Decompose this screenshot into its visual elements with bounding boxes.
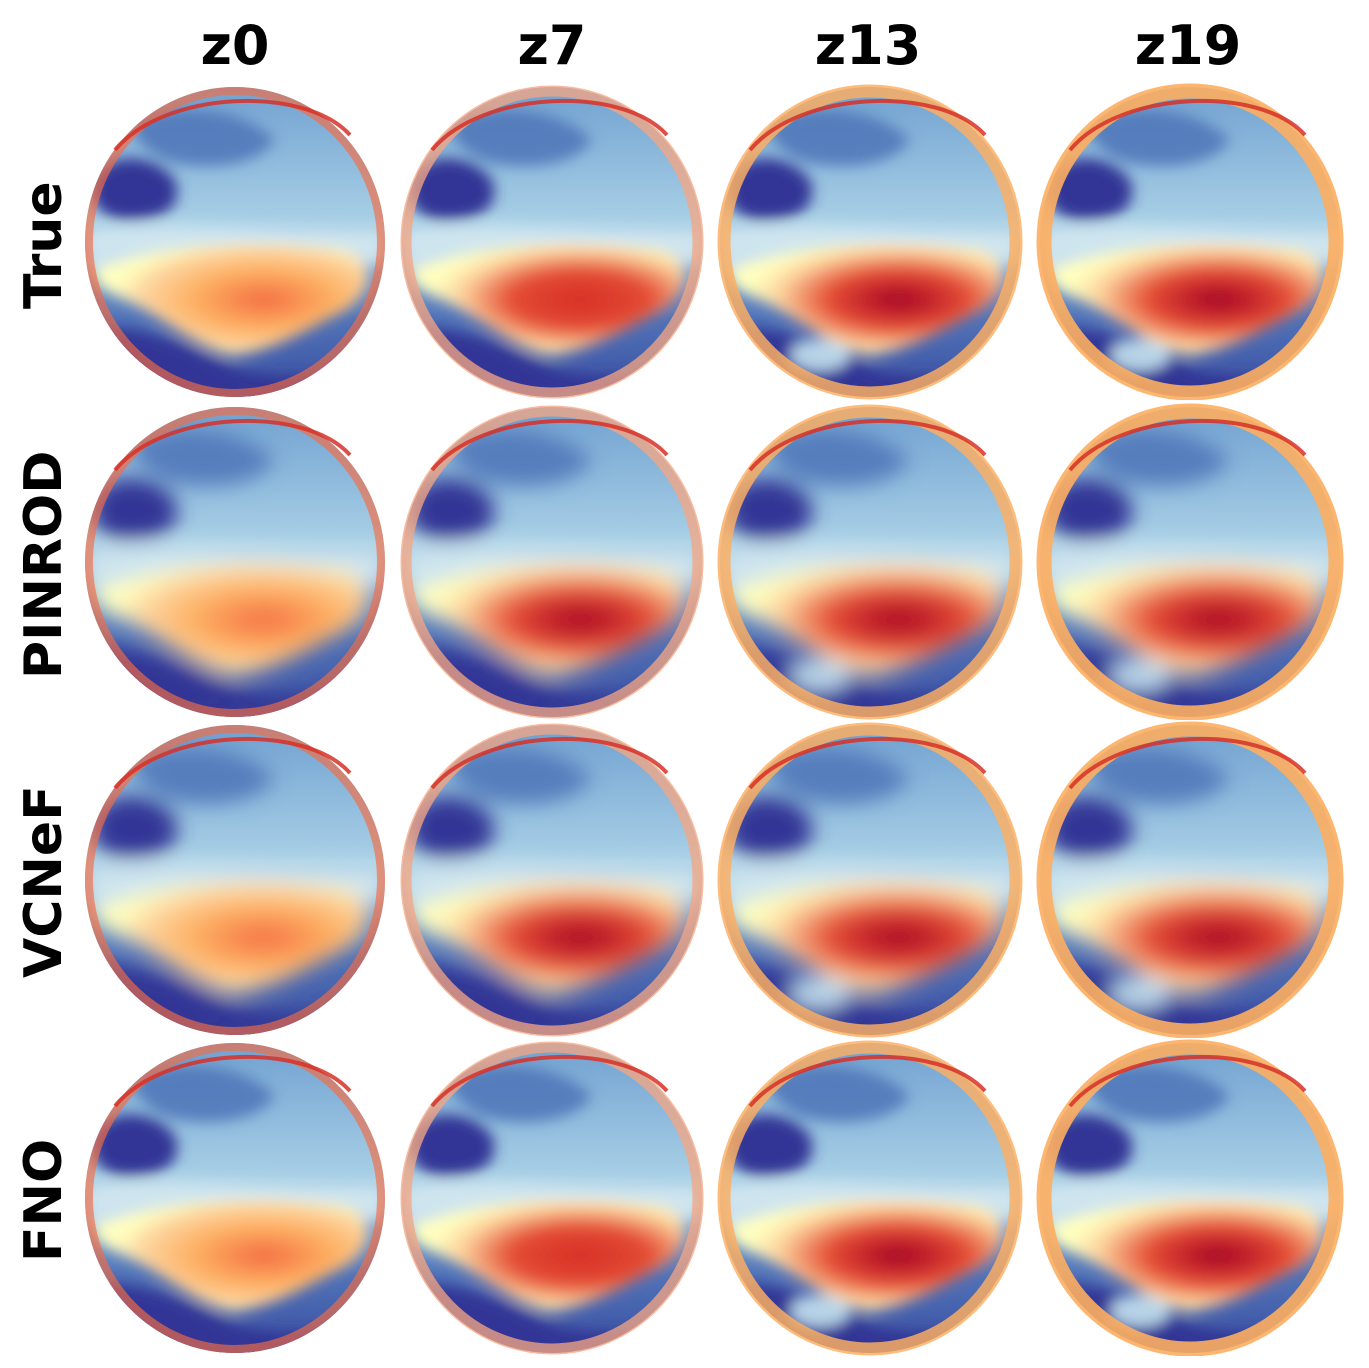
heatmap-panel-pinrod-z7 [392,400,712,720]
heatmap-panel-vcnef-z7 [392,718,712,1038]
heatmap-panel-fno-z7 [392,1036,712,1356]
heatmap-panel-true-z13 [710,80,1030,400]
row-label-fno: FNO [14,1138,74,1262]
heatmap-panel-true-z7 [392,80,712,400]
heatmap-panel-vcnef-z13 [710,718,1030,1038]
row-label-vcnef: VCNeF [14,785,74,979]
row-label-pinrod: PINROD [14,450,74,680]
column-header-z13: z13 [814,14,922,77]
heatmap-panel-vcnef-z19 [1030,718,1350,1038]
column-header-z0: z0 [200,14,270,77]
heatmap-panel-pinrod-z13 [710,400,1030,720]
row-label-true: True [14,181,74,309]
heatmap-panel-fno-z19 [1030,1036,1350,1356]
heatmap-panel-pinrod-z19 [1030,400,1350,720]
heatmap-panel-true-z0 [75,80,395,400]
heatmap-panel-pinrod-z0 [75,400,395,720]
heatmap-panel-vcnef-z0 [75,718,395,1038]
column-header-z19: z19 [1134,14,1242,77]
heatmap-panel-fno-z0 [75,1036,395,1356]
heatmap-panel-true-z19 [1030,80,1350,400]
column-header-z7: z7 [517,14,587,77]
heatmap-panel-fno-z13 [710,1036,1030,1356]
